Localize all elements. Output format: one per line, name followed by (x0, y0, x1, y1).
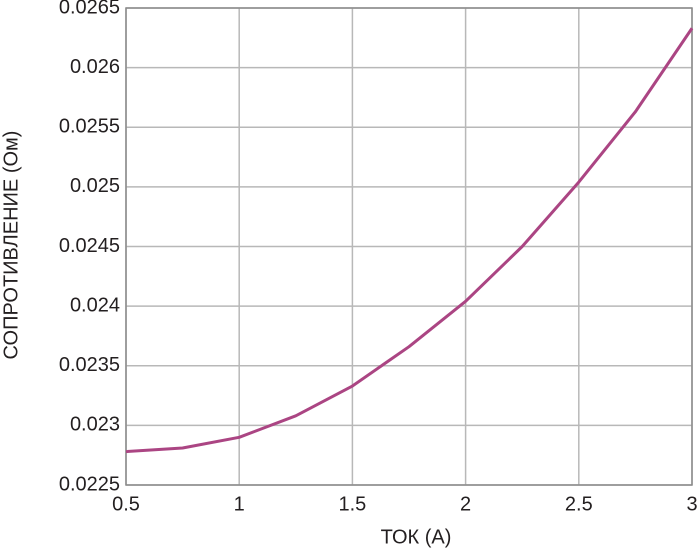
plot-frame (125, 7, 693, 486)
data-line (125, 27, 694, 454)
y-tick-label: 0.025 (70, 175, 120, 197)
x-tick-label: 2.5 (565, 493, 593, 515)
x-axis-label: ТОК (А) (381, 526, 452, 548)
y-tick-label: 0.0245 (59, 235, 120, 257)
y-tick-label: 0.0265 (59, 0, 120, 18)
x-tick-label: 2 (460, 493, 471, 515)
x-tick-label: 1 (234, 493, 245, 515)
x-tick-label: 3 (686, 493, 697, 515)
y-tick-label: 0.024 (70, 294, 120, 316)
y-tick-label: 0.0225 (59, 473, 120, 495)
y-tick-label: 0.023 (70, 414, 120, 436)
y-tick-label: 0.0255 (59, 116, 120, 138)
x-tick-label: 1.5 (338, 493, 366, 515)
y-axis-label: СОПРОТИВЛЕНИЕ (Ом) (0, 131, 22, 360)
x-tick-label: 0.5 (112, 493, 140, 515)
y-tick-label: 0.0235 (59, 354, 120, 376)
y-tick-label: 0.026 (70, 56, 120, 78)
